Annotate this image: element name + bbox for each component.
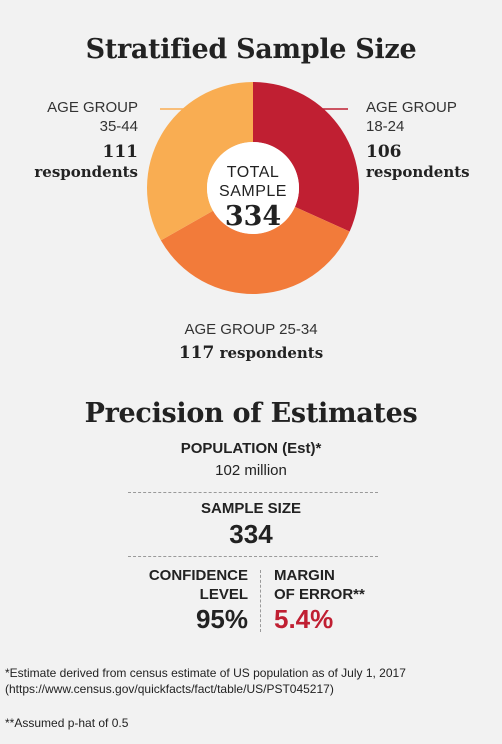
footnote-1-line2: (https://www.census.gov/quickfacts/fact/… xyxy=(5,682,334,696)
sample-size-label: SAMPLE SIZE xyxy=(200,500,301,517)
total-label-line1: TOTAL xyxy=(226,164,280,181)
population-value: 102 million xyxy=(215,462,287,479)
label-18-24-group: AGE GROUP xyxy=(366,99,457,116)
label-35-44-count: 111 xyxy=(102,142,139,162)
total-sample-value: 334 xyxy=(224,201,282,232)
slice-18-24 xyxy=(253,82,359,232)
footnote-1-line1: *Estimate derived from census estimate o… xyxy=(5,666,406,680)
label-35-44-group: AGE GROUP xyxy=(47,99,138,116)
margin-label-2: OF ERROR** xyxy=(274,586,365,603)
confidence-label-1: CONFIDENCE xyxy=(148,567,248,584)
margin-label-1: MARGIN xyxy=(274,567,335,584)
margin-value: 5.4% xyxy=(274,604,334,634)
label-25-34-count: 117 xyxy=(178,343,215,363)
divider-1 xyxy=(128,492,378,493)
total-sample-label: TOTAL SAMPLE xyxy=(203,163,303,201)
label-25-34-group: AGE GROUP 25-34 xyxy=(184,321,318,338)
population-label: POPULATION (Est)* xyxy=(180,440,322,457)
label-18-24-count: 106 xyxy=(366,142,402,162)
label-35-44-range: 35-44 xyxy=(99,118,138,135)
label-35-44: AGE GROUP 35-44 111 respondents xyxy=(0,98,138,182)
label-35-44-unit: respondents xyxy=(34,163,138,181)
slice-25-34 xyxy=(160,206,350,294)
margin-block: MARGIN OF ERROR** 5.4% xyxy=(274,566,444,634)
label-18-24: AGE GROUP 18-24 106 respondents xyxy=(366,98,502,182)
label-18-24-range: 18-24 xyxy=(366,118,405,135)
chart-title: Stratified Sample Size xyxy=(85,34,417,65)
sample-size-value: 334 xyxy=(229,519,273,549)
divider-vertical xyxy=(260,570,261,632)
divider-2 xyxy=(128,556,378,557)
slice-35-44 xyxy=(147,82,253,241)
donut-chart xyxy=(147,82,359,294)
donut-hole xyxy=(207,142,299,234)
label-25-34-unit: respondents xyxy=(219,344,324,362)
footnote-2: **Assumed p-hat of 0.5 xyxy=(5,716,129,730)
label-18-24-unit: respondents xyxy=(366,163,470,181)
confidence-block: CONFIDENCE LEVEL 95% xyxy=(118,566,248,634)
confidence-value: 95% xyxy=(195,604,248,634)
label-25-34: AGE GROUP 25-34 117 respondents xyxy=(0,320,502,363)
footnote-1: *Estimate derived from census estimate o… xyxy=(5,665,500,697)
confidence-label-2: LEVEL xyxy=(199,586,248,603)
precision-title: Precision of Estimates xyxy=(84,398,418,429)
total-label-line2: SAMPLE xyxy=(219,183,287,200)
